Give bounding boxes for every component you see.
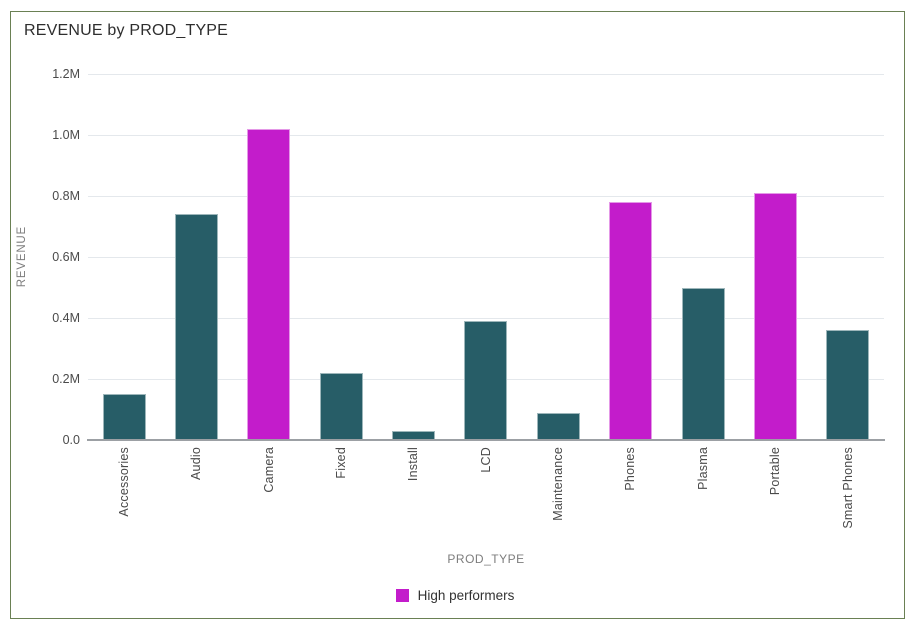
bar-slot <box>450 74 522 440</box>
x-tick-label-plasma: Plasma <box>695 447 710 490</box>
legend-label: High performers <box>417 588 515 603</box>
bar-phones[interactable] <box>609 202 653 440</box>
bar-slot <box>160 74 232 440</box>
gridline <box>88 74 884 75</box>
bar-fixed[interactable] <box>319 372 363 440</box>
x-tick: LCD <box>450 447 522 547</box>
bar-plasma[interactable] <box>681 287 725 440</box>
y-tick-label-0.0: 0.0 <box>62 433 80 447</box>
y-tick-label-0.8m: 0.8M <box>52 189 80 203</box>
y-tick-label-1.0m: 1.0M <box>52 128 80 142</box>
x-tick: Phones <box>595 447 667 547</box>
x-tick: Smart Phones <box>812 447 884 547</box>
gridline <box>88 135 884 136</box>
bar-install[interactable] <box>392 430 436 440</box>
x-tick: Camera <box>233 447 305 547</box>
bar-series <box>88 74 884 440</box>
x-tick-label-camera: Camera <box>261 447 276 493</box>
x-axis-ticks: Accessories Audio Camera Fixed Install LCD Mai… <box>88 447 884 547</box>
x-tick: Install <box>377 447 449 547</box>
y-tick-label-0.6m: 0.6M <box>52 250 80 264</box>
x-tick-label-smart-phones: Smart Phones <box>840 447 855 529</box>
x-tick: Fixed <box>305 447 377 547</box>
bar-slot <box>812 74 884 440</box>
x-tick-label-lcd: LCD <box>478 447 493 473</box>
bar-slot <box>377 74 449 440</box>
bar-accessories[interactable] <box>102 394 146 440</box>
bar-camera[interactable] <box>247 128 291 440</box>
chart-title: REVENUE by PROD_TYPE <box>24 22 229 39</box>
y-tick-label-1.2m: 1.2M <box>52 67 80 81</box>
y-tick-label-0.2m: 0.2M <box>52 372 80 386</box>
y-tick-label-0.4m: 0.4M <box>52 311 80 325</box>
bar-slot <box>88 74 160 440</box>
bar-audio[interactable] <box>175 214 219 440</box>
bar-slot <box>522 74 594 440</box>
bar-slot <box>305 74 377 440</box>
gridline <box>88 257 884 258</box>
bar-slot <box>667 74 739 440</box>
x-tick-label-install: Install <box>406 447 421 482</box>
bar-slot <box>595 74 667 440</box>
x-axis-line <box>87 439 885 441</box>
gridline <box>88 196 884 197</box>
bar-maintenance[interactable] <box>536 412 580 440</box>
bar-slot <box>233 74 305 440</box>
x-tick-label-accessories: Accessories <box>116 447 131 517</box>
x-tick: Accessories <box>88 447 160 547</box>
x-tick-label-maintenance: Maintenance <box>551 447 566 521</box>
x-tick-label-phones: Phones <box>623 447 638 491</box>
x-tick: Plasma <box>667 447 739 547</box>
legend-item-high-performers[interactable]: High performers <box>0 588 910 603</box>
x-tick-label-portable: Portable <box>768 447 783 496</box>
bar-slot <box>739 74 811 440</box>
bar-lcd[interactable] <box>464 321 508 440</box>
bar-smart-phones[interactable] <box>826 330 870 440</box>
x-tick: Maintenance <box>522 447 594 547</box>
gridline <box>88 318 884 319</box>
legend-swatch <box>395 589 409 602</box>
x-tick-label-fixed: Fixed <box>334 447 348 479</box>
x-tick: Portable <box>739 447 811 547</box>
plot-area <box>87 74 885 441</box>
bar-portable[interactable] <box>753 192 797 440</box>
x-axis-title: PROD_TYPE <box>447 552 525 566</box>
x-tick-label-audio: Audio <box>189 447 204 480</box>
x-tick: Audio <box>160 447 232 547</box>
